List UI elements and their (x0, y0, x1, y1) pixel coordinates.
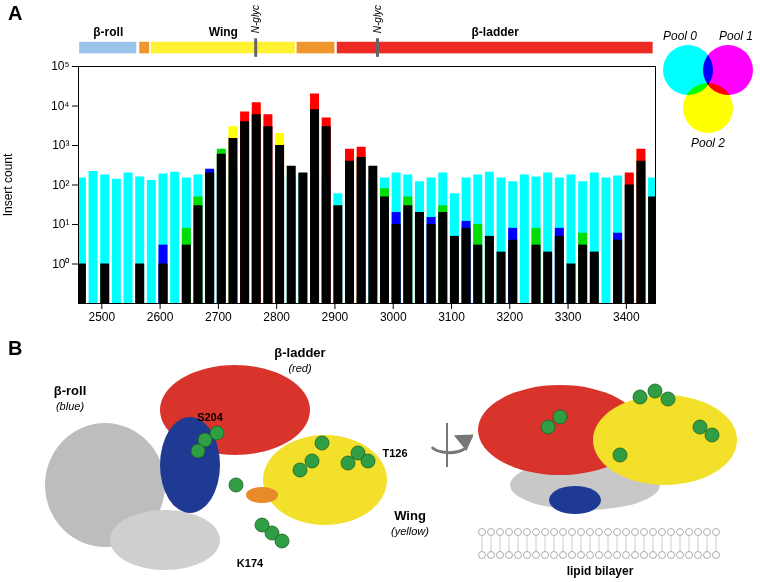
svg-text:2800: 2800 (263, 310, 290, 324)
svg-text:3400: 3400 (613, 310, 640, 324)
svg-text:(blue): (blue) (56, 400, 84, 412)
svg-text:2600: 2600 (147, 310, 174, 324)
svg-text:β-ladder: β-ladder (472, 25, 520, 39)
svg-text:10⁴: 10⁴ (51, 99, 70, 113)
svg-text:B: B (8, 337, 22, 359)
svg-text:Insert count: Insert count (1, 153, 15, 216)
svg-text:lipid bilayer: lipid bilayer (567, 564, 634, 578)
svg-text:N-glyc: N-glyc (250, 5, 261, 33)
svg-text:Wing: Wing (394, 508, 426, 523)
svg-text:(red): (red) (288, 362, 312, 374)
html-text:A: A (8, 2, 23, 24)
svg-text:3100: 3100 (438, 310, 465, 324)
svg-text:T126: T126 (382, 447, 407, 459)
svg-text:10¹: 10¹ (52, 217, 69, 231)
svg-text:Pool 2: Pool 2 (691, 136, 725, 150)
svg-text:K174: K174 (237, 557, 264, 569)
svg-text:β-roll: β-roll (54, 383, 87, 398)
svg-text:10³: 10³ (52, 138, 69, 152)
svg-text:N-glyc: N-glyc (372, 5, 383, 33)
svg-text:2700: 2700 (205, 310, 232, 324)
svg-text:β-ladder: β-ladder (274, 345, 325, 360)
svg-text:3300: 3300 (555, 310, 582, 324)
svg-text:10⁵: 10⁵ (51, 59, 69, 73)
svg-text:2900: 2900 (322, 310, 349, 324)
svg-text:Wing: Wing (209, 25, 238, 39)
svg-text:10⁰: 10⁰ (52, 257, 69, 271)
svg-text:10²: 10² (52, 178, 69, 192)
svg-text:S204: S204 (197, 411, 224, 423)
svg-text:β-roll: β-roll (93, 25, 123, 39)
svg-text:(yellow): (yellow) (391, 525, 429, 537)
svg-text:3200: 3200 (496, 310, 523, 324)
svg-text:2500: 2500 (88, 310, 115, 324)
svg-text:3000: 3000 (380, 310, 407, 324)
svg-text:Pool 0: Pool 0 (663, 29, 697, 43)
svg-text:Pool 1: Pool 1 (719, 29, 753, 43)
